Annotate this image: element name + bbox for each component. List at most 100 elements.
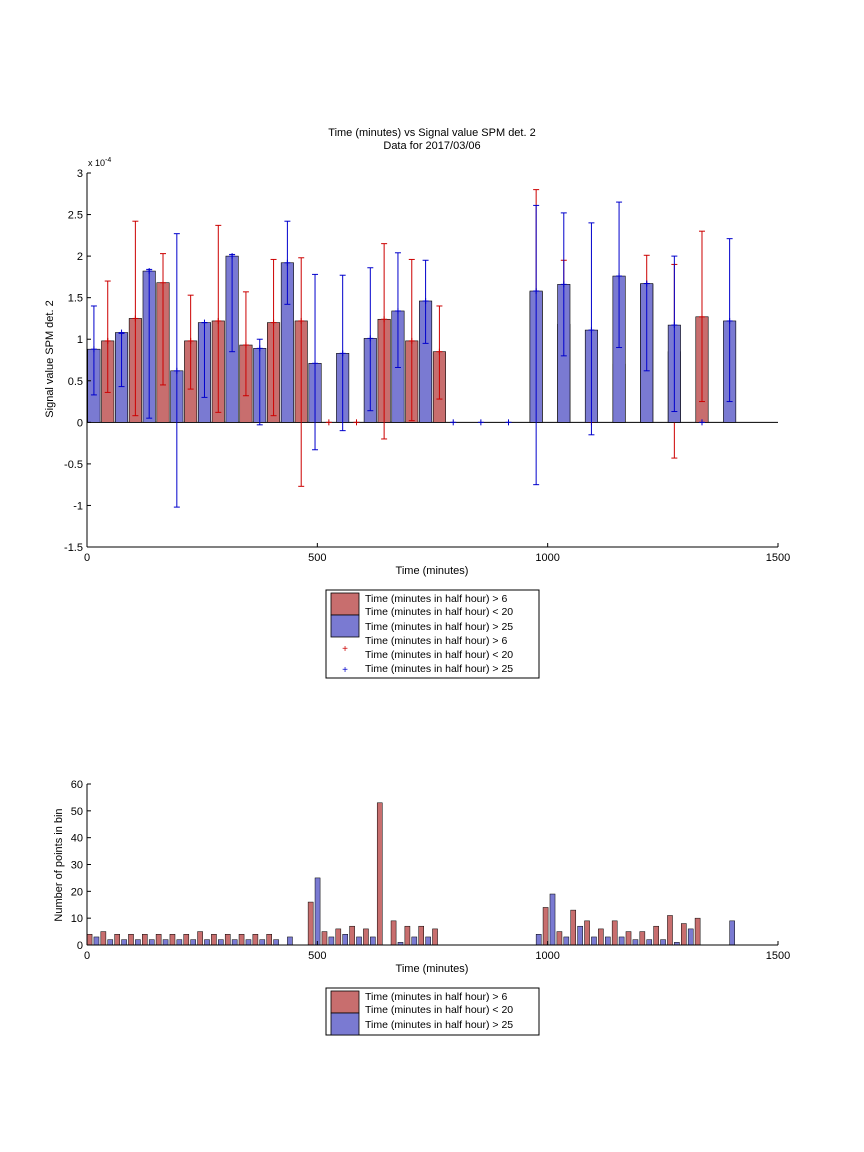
top-y-tick-label: 0.5 <box>68 376 83 388</box>
bottom-blue-count-bar <box>190 939 196 946</box>
bottom-blue-count-bar <box>342 934 348 946</box>
bottom-red-count-bar <box>100 931 107 946</box>
top-y-tick-label: 2.5 <box>68 210 83 222</box>
top-y-tick-label: 0 <box>77 417 83 429</box>
bottom-plot-background <box>87 784 778 945</box>
bottom-y-tick-label: 40 <box>71 833 83 845</box>
top-y-exponent-base: x 10 <box>88 158 105 168</box>
top-y-exponent-power: -4 <box>105 157 111 164</box>
bottom-blue-count-bar <box>218 939 224 946</box>
bottom-y-tick-label: 20 <box>71 886 83 898</box>
bottom-blue-count-bar <box>632 939 639 946</box>
bottom-legend-label-1a: Time (minutes in half hour) > 6 <box>365 991 507 1003</box>
bottom-red-count-bar <box>681 923 687 946</box>
top-y-tick-label: -1 <box>73 500 83 512</box>
bottom-y-tick-label: 30 <box>71 860 83 872</box>
bottom-legend-label-1b: Time (minutes in half hour) < 20 <box>365 1004 513 1016</box>
bottom-red-count-bar <box>307 901 314 946</box>
top-y-exponent: x 10-4 <box>88 157 111 168</box>
top-legend-blue-plus-icon: + <box>342 665 348 676</box>
bottom-blue-count-bar <box>273 939 279 946</box>
bottom-blue-count-bar <box>687 928 694 946</box>
bottom-blue-count-bar <box>660 939 666 946</box>
top-y-axis-label: Signal value SPM det. 2 <box>44 300 56 417</box>
bottom-red-count-bar <box>224 934 231 946</box>
bottom-blue-count-bar <box>605 936 611 946</box>
bottom-red-count-bar <box>598 928 604 946</box>
bottom-legend: Time (minutes in half hour) > 6 Time (mi… <box>325 987 540 1036</box>
bottom-red-count-bar <box>252 934 259 946</box>
bottom-blue-count-bar <box>287 936 293 946</box>
top-y-tick-label: 1.5 <box>68 293 83 305</box>
bottom-red-count-bar <box>390 920 397 946</box>
bottom-blue-count-bar <box>135 939 141 946</box>
top-legend-red-plus-icon: + <box>342 644 348 655</box>
bottom-blue-count-bar <box>370 936 376 946</box>
bottom-blue-count-bar <box>314 877 321 946</box>
bottom-blue-count-bar <box>577 925 583 946</box>
bottom-red-count-bar <box>542 907 549 946</box>
top-legend-label-4: Time (minutes in half hour) > 25 <box>365 663 513 675</box>
top-x-axis-label: Time (minutes) <box>396 565 469 577</box>
bottom-red-count-bar <box>86 934 93 946</box>
bottom-blue-count-bar <box>328 936 335 946</box>
bottom-blue-count-bar <box>535 934 542 946</box>
bottom-x-tick-label: 1500 <box>766 950 790 962</box>
bottom-blue-count-bar <box>148 939 155 946</box>
bottom-red-count-bar <box>155 934 162 946</box>
bottom-y-tick-label: 50 <box>71 806 83 818</box>
top-legend: Time (minutes in half hour) > 6 Time (mi… <box>325 589 540 679</box>
bottom-blue-count-bar <box>176 939 183 946</box>
bottom-chart: 0 500 1000 1500 0 10 20 30 40 50 60 Time (minutes)… <box>53 779 790 1036</box>
bottom-blue-count-bar <box>204 939 210 946</box>
bottom-x-tick-label: 0 <box>84 950 90 962</box>
bottom-x-tick-label: 500 <box>308 950 326 962</box>
bottom-red-count-bar <box>128 934 134 946</box>
top-legend-blue-swatch <box>330 614 360 638</box>
top-legend-label-3a: Time (minutes in half hour) > 6 <box>365 635 507 647</box>
top-chart-title: Time (minutes) vs Signal value SPM det. … <box>328 127 535 139</box>
top-chart: Time (minutes) vs Signal value SPM det. … <box>44 127 790 679</box>
bottom-red-count-bar <box>376 802 383 946</box>
bottom-legend-blue-swatch <box>330 1012 360 1036</box>
bottom-x-tick-label: 1000 <box>535 950 559 962</box>
top-y-tick-label: -0.5 <box>64 459 83 471</box>
bottom-red-count-bar <box>653 925 659 946</box>
bottom-red-count-bar <box>639 931 646 946</box>
bottom-blue-count-bar <box>591 936 597 946</box>
bottom-red-count-bar <box>418 925 424 946</box>
top-x-tick-label: 500 <box>308 552 326 564</box>
top-legend-red-swatch <box>330 592 360 616</box>
bottom-red-count-bar <box>183 934 190 946</box>
bottom-red-count-bar <box>114 934 120 946</box>
bottom-red-count-bar <box>694 917 701 946</box>
bottom-blue-count-bar <box>411 936 418 946</box>
bottom-red-count-bar <box>197 931 203 946</box>
bottom-red-count-bar <box>363 928 369 946</box>
top-legend-box <box>325 589 540 679</box>
bottom-red-count-bar <box>625 931 632 946</box>
bottom-red-count-bar <box>321 931 328 946</box>
bottom-blue-count-bar <box>549 893 556 946</box>
bottom-legend-label-2: Time (minutes in half hour) > 25 <box>365 1019 513 1031</box>
bottom-x-axis-label: Time (minutes) <box>396 963 469 975</box>
bottom-red-count-bar <box>142 934 148 946</box>
bottom-y-axis-label: Number of points in bin <box>53 808 65 921</box>
bottom-red-count-bar <box>584 920 590 946</box>
bottom-red-count-bar <box>238 934 245 946</box>
bottom-blue-count-bar <box>425 936 431 946</box>
top-legend-label-1b: Time (minutes in half hour) < 20 <box>365 606 513 618</box>
bottom-y-tick-label: 10 <box>71 913 83 925</box>
top-x-tick-label: 0 <box>84 552 90 564</box>
bottom-red-count-bar <box>266 934 272 946</box>
bottom-blue-count-bar <box>563 936 570 946</box>
top-legend-label-3b: Time (minutes in half hour) < 20 <box>365 649 513 661</box>
bottom-red-count-bar <box>169 934 176 946</box>
bottom-red-count-bar <box>432 928 438 946</box>
bottom-red-count-bar <box>335 928 342 946</box>
top-x-tick-label: 1000 <box>535 552 559 564</box>
bottom-blue-count-bar <box>356 936 362 946</box>
bottom-red-count-bar <box>611 920 618 946</box>
bottom-blue-count-bar <box>259 939 266 946</box>
